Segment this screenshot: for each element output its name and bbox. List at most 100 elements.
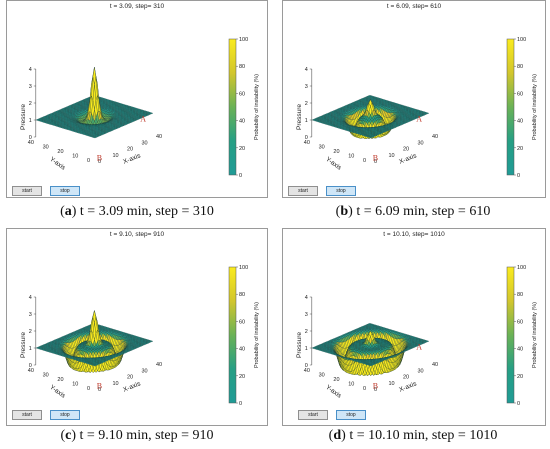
caption-text: t = 9.10 min, step = 910	[76, 428, 214, 443]
y-tick-label: 20	[333, 149, 339, 155]
z-tick-label: 4	[305, 295, 308, 301]
colorbar-tick-label: 20	[517, 374, 523, 380]
colorbar-tick-label: 0	[239, 173, 242, 179]
colorbar-tick-label: 40	[239, 119, 245, 125]
x-tick-label: 10	[113, 153, 119, 159]
colorbar-tick-label: 0	[239, 401, 242, 407]
start-button[interactable]: start	[298, 410, 328, 420]
colorbar-tick-label: 20	[239, 146, 245, 152]
stop-button[interactable]: stop	[326, 186, 356, 196]
caption-letter: a	[64, 204, 72, 219]
colorbar-tick-label: 20	[239, 374, 245, 380]
time-step-label: t = 3.09, step= 310	[109, 3, 165, 10]
panel-a: t = 3.09, step= 310 0 1 2 3 4 Pressure 0 0 10 10 2…	[6, 0, 268, 198]
colorbar-tick-label: 20	[517, 146, 523, 152]
surface-mesh	[311, 323, 430, 376]
y-tick-label: 30	[43, 145, 49, 151]
caption-letter: b	[340, 204, 349, 219]
marker-a: A	[140, 115, 146, 124]
z-tick-label: 2	[305, 101, 308, 107]
colorbar-tick-label: 100	[517, 265, 526, 271]
start-button[interactable]: start	[12, 410, 42, 420]
z-axis-label: Pressure	[20, 104, 27, 130]
y-tick-label: 40	[28, 368, 34, 374]
y-tick-label: 10	[348, 382, 354, 388]
x-axis-label: X-axis	[122, 152, 142, 166]
y-tick-label: 40	[304, 140, 310, 146]
y-axis-label: Y-axis	[48, 156, 67, 172]
x-tick-label: 10	[389, 153, 395, 159]
z-tick-label: 0	[305, 363, 308, 369]
z-tick-label: 4	[305, 67, 308, 73]
marker-b: B	[373, 381, 378, 390]
x-tick-label: 0	[98, 159, 101, 165]
x-tick-label: 40	[432, 134, 438, 140]
z-tick-label: 4	[29, 67, 32, 73]
z-tick-label: 3	[29, 312, 32, 318]
time-step-label: t = 6.09, step= 610	[386, 3, 442, 10]
caption-text: t = 10.10 min, step = 1010	[345, 428, 498, 443]
y-tick-label: 0	[363, 386, 366, 392]
colorbar-tick-label: 80	[517, 292, 523, 298]
y-tick-label: 0	[87, 158, 90, 164]
z-tick-label: 2	[29, 329, 32, 335]
y-tick-label: 20	[57, 377, 63, 383]
surface-mesh	[311, 95, 430, 139]
z-tick-label: 0	[29, 363, 32, 369]
y-tick-label: 40	[304, 368, 310, 374]
colorbar-tick-label: 60	[239, 319, 245, 325]
y-tick-label: 30	[319, 373, 325, 379]
x-tick-label: 20	[127, 147, 133, 153]
panel-b: t = 6.09, step= 610 0 1 2 3 4 Pressure 0 0 10 10 2…	[282, 0, 546, 198]
x-tick-label: 40	[156, 134, 162, 140]
start-button[interactable]: start	[288, 186, 318, 196]
x-tick-label: 30	[142, 140, 148, 146]
z-tick-label: 4	[29, 295, 32, 301]
colorbar-tick-label: 60	[517, 91, 523, 97]
x-tick-label: 0	[374, 387, 377, 393]
x-tick-label: 40	[432, 362, 438, 368]
surface-mesh	[35, 67, 154, 139]
colorbar-tick-label: 100	[517, 37, 526, 43]
y-tick-label: 0	[363, 158, 366, 164]
caption-text: t = 3.09 min, step = 310	[76, 204, 214, 219]
x-tick-label: 20	[403, 147, 409, 153]
colorbar-tick-label: 60	[517, 319, 523, 325]
x-tick-label: 0	[98, 387, 101, 393]
panel-d: t = 10.10, step= 1010 0 1 2 3 4 Pressure 0 0 10 1…	[282, 228, 546, 426]
stop-button[interactable]: stop	[50, 410, 80, 420]
caption-c: (c) t = 9.10 min, step = 910	[60, 428, 214, 443]
z-tick-label: 3	[29, 84, 32, 90]
start-button[interactable]: start	[12, 186, 42, 196]
marker-a: A	[416, 115, 422, 124]
colorbar-label: Probability of instability (%)	[254, 74, 260, 140]
x-tick-label: 40	[156, 362, 162, 368]
surface-plot: 01234Pressure001010202030304040X-axisY-a…	[296, 37, 538, 179]
surface-plot: 01234Pressure001010202030304040X-axisY-a…	[20, 265, 260, 407]
time-step-label: t = 9.10, step= 910	[109, 231, 165, 238]
colorbar-tick-label: 40	[517, 347, 523, 353]
colorbar-tick-label: 80	[239, 64, 245, 70]
x-tick-label: 20	[127, 375, 133, 381]
surface-mesh	[35, 310, 154, 373]
caption-d: (d) t = 10.10 min, step = 1010	[328, 428, 498, 443]
caption-a: (a) t = 3.09 min, step = 310	[60, 204, 214, 219]
x-tick-label: 30	[418, 368, 424, 374]
colorbar-tick-label: 60	[239, 91, 245, 97]
y-axis-label: Y-axis	[48, 384, 67, 400]
z-axis-label: Pressure	[296, 332, 303, 358]
y-axis-label: Y-axis	[324, 156, 343, 172]
x-tick-label: 10	[113, 381, 119, 387]
x-tick-label: 30	[142, 368, 148, 374]
caption-b: (b) t = 6.09 min, step = 610	[335, 204, 491, 219]
y-tick-label: 30	[43, 373, 49, 379]
surface-plot: 01234Pressure001010202030304040X-axisY-a…	[296, 265, 538, 407]
y-tick-label: 0	[87, 386, 90, 392]
colorbar-tick-label: 0	[517, 401, 520, 407]
colorbar-label: Probability of instability (%)	[532, 74, 538, 140]
marker-b: B	[97, 153, 102, 162]
z-tick-label: 0	[29, 135, 32, 141]
stop-button[interactable]: stop	[50, 186, 80, 196]
y-tick-label: 10	[72, 154, 78, 160]
stop-button[interactable]: stop	[336, 410, 366, 420]
